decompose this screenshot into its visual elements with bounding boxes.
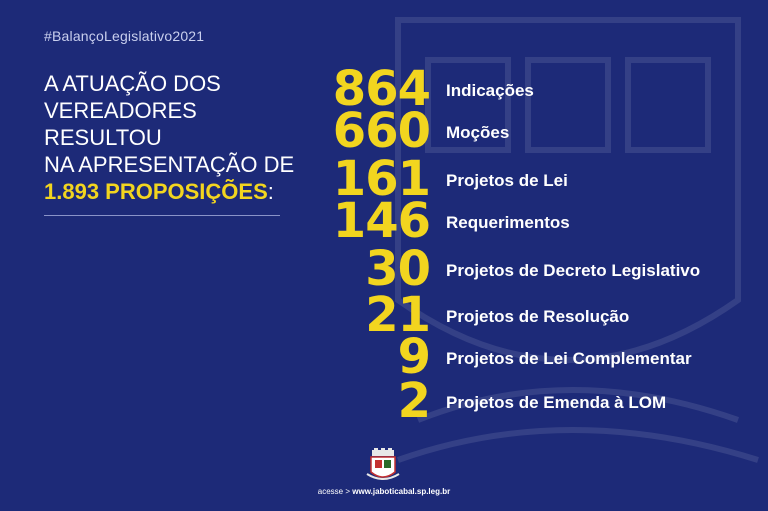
stat-number: 2 — [397, 373, 431, 429]
city-crest-logo — [366, 448, 400, 480]
stat-label: Projetos de Decreto Legislativo — [446, 261, 701, 280]
headline-highlight: 1.893 PROPOSIÇÕES — [44, 179, 268, 204]
stat-label: Projetos de Lei Complementar — [446, 349, 692, 368]
stat-item: 9 Projetos de Lei Complementar — [0, 329, 760, 385]
footer-prefix: acesse > — [317, 487, 351, 496]
stat-number: 30 — [365, 241, 431, 297]
divider — [44, 215, 280, 216]
headline-suffix: : — [267, 179, 274, 204]
stat-number: 21 — [365, 287, 431, 343]
headline-line: NA APRESENTAÇÃO DE — [44, 152, 295, 177]
headline-line: RESULTOU — [44, 125, 162, 150]
stat-item: 161 Projetos de Lei — [0, 151, 760, 207]
stat-label: Requerimentos — [446, 213, 570, 232]
footer-url[interactable]: www.jaboticabal.sp.leg.br — [352, 487, 451, 496]
stat-item: 30 Projetos de Decreto Legislativo — [0, 241, 760, 297]
stat-number: 146 — [332, 193, 431, 249]
stat-item: 146 Requerimentos — [0, 193, 760, 249]
stat-number: 161 — [332, 151, 431, 207]
city-crest-watermark — [395, 17, 759, 463]
stat-item: 864 Indicações — [0, 61, 760, 117]
hashtag-text: #BalançoLegislativo2021 — [44, 28, 205, 44]
stat-label: Projetos de Emenda à LOM — [446, 393, 667, 412]
stat-item: 21 Projetos de Resolução — [0, 287, 760, 343]
stat-label: Indicações — [446, 81, 534, 100]
stat-number: 660 — [332, 103, 431, 159]
headline-line: VEREADORES — [44, 98, 197, 123]
headline-line: A ATUAÇÃO DOS — [44, 71, 221, 96]
headline: A ATUAÇÃO DOS VEREADORES RESULTOU NA APR… — [44, 70, 304, 205]
stat-item: 2 Projetos de Emenda à LOM — [0, 373, 760, 429]
stat-label: Moções — [446, 123, 510, 142]
stat-label: Projetos de Lei — [446, 171, 568, 190]
stat-number: 9 — [397, 329, 431, 385]
stat-number: 864 — [332, 61, 431, 117]
headline-line: 1.893 PROPOSIÇÕES: — [44, 178, 304, 205]
stat-label: Projetos de Resolução — [446, 307, 630, 326]
stat-item: 660 Moções — [0, 103, 760, 159]
footer: acesse > www.jaboticabal.sp.leg.br — [0, 487, 768, 496]
